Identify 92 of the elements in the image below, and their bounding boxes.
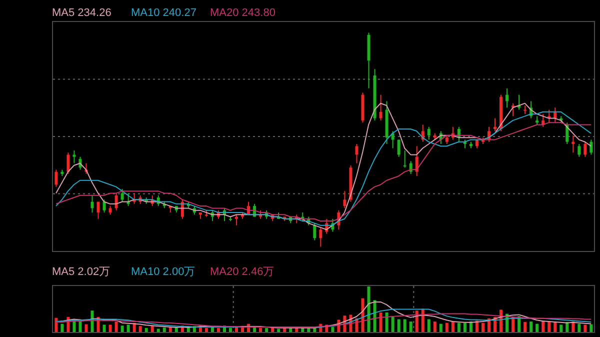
bar — [469, 322, 472, 332]
bar — [542, 320, 545, 332]
bar — [578, 324, 581, 332]
bar — [126, 324, 130, 332]
bar — [463, 322, 466, 332]
bar — [524, 322, 527, 332]
bar — [560, 324, 563, 332]
bar — [385, 312, 388, 332]
bar — [512, 316, 515, 332]
bar — [259, 328, 262, 332]
bar — [150, 326, 154, 332]
bar — [102, 324, 106, 332]
bar — [174, 328, 178, 332]
bar — [536, 324, 539, 332]
bar — [114, 322, 118, 332]
text: MA5 234.26 — [52, 7, 112, 19]
bar — [566, 322, 569, 332]
bar — [253, 326, 256, 332]
bar — [391, 316, 394, 332]
bar — [78, 322, 82, 332]
candlestick — [427, 126, 430, 140]
bar — [90, 310, 94, 332]
bar — [235, 326, 238, 332]
bar — [409, 322, 412, 332]
bar — [271, 328, 274, 332]
bar — [168, 326, 172, 332]
candlestick — [584, 141, 587, 158]
candlestick — [102, 199, 106, 213]
candlestick — [572, 134, 575, 154]
bar — [445, 322, 448, 332]
bar — [367, 286, 370, 332]
bar — [144, 328, 148, 332]
bar — [72, 320, 76, 332]
candlestick — [355, 143, 358, 164]
candlestick — [379, 94, 382, 121]
bar — [138, 326, 142, 332]
text: MA20 243.80 — [210, 7, 276, 19]
bar — [54, 318, 58, 332]
bar — [481, 322, 484, 332]
text: MA10 240.27 — [131, 7, 198, 19]
bar — [530, 322, 533, 332]
candlestick — [54, 169, 58, 188]
candlestick — [90, 194, 94, 213]
candlestick — [578, 143, 581, 158]
bar — [554, 322, 557, 332]
bar — [186, 328, 190, 332]
candlestick — [403, 150, 406, 168]
bar — [475, 320, 478, 332]
candlestick — [235, 214, 238, 226]
candlestick — [415, 146, 418, 177]
candlestick — [493, 118, 496, 132]
text: MA5 2.02万 — [52, 265, 112, 279]
bar — [433, 322, 436, 332]
bar — [156, 328, 160, 332]
bar — [210, 326, 214, 332]
candlestick — [313, 222, 316, 241]
bar — [572, 322, 575, 332]
candlestick — [343, 190, 346, 209]
bar — [84, 324, 88, 332]
bar — [331, 326, 334, 332]
bar — [584, 324, 587, 332]
candlestick — [96, 201, 100, 220]
bar — [229, 328, 232, 332]
bar — [427, 319, 430, 332]
bar — [548, 322, 551, 332]
bar — [397, 319, 400, 332]
candlestick — [66, 152, 70, 174]
bar — [60, 324, 64, 332]
candlestick — [590, 139, 593, 156]
bar — [457, 322, 460, 332]
candlestick — [319, 226, 322, 248]
bar — [403, 319, 406, 332]
candlestick — [72, 150, 76, 164]
candlestick — [397, 139, 400, 158]
bar — [265, 328, 268, 332]
bar — [162, 327, 166, 332]
bar — [120, 326, 124, 332]
bar — [108, 324, 112, 332]
bar — [379, 312, 382, 332]
candlestick — [506, 88, 509, 108]
bar — [451, 322, 454, 332]
bar — [439, 324, 442, 332]
bar — [204, 328, 208, 332]
candlestick — [114, 192, 118, 211]
text: MA20 2.46万 — [210, 265, 276, 279]
candlestick — [120, 188, 124, 202]
candlestick — [566, 122, 569, 144]
bar — [277, 328, 280, 332]
bar — [590, 324, 593, 332]
bar — [373, 300, 376, 332]
bar — [216, 328, 220, 332]
text: MA10 2.00万 — [131, 265, 196, 279]
